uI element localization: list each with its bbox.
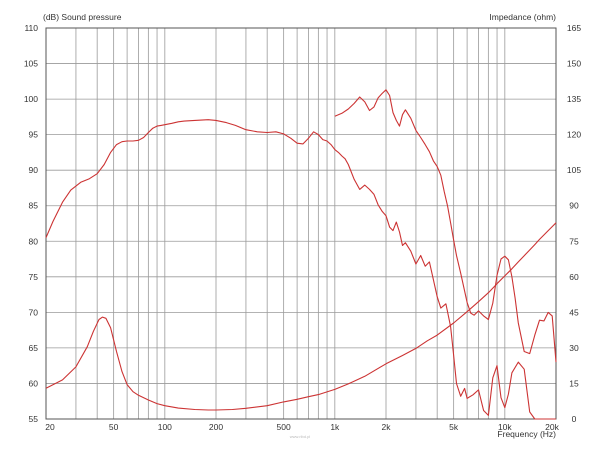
- y-right-tick-label: 75: [569, 236, 579, 246]
- y-right-tick-label: 15: [569, 378, 579, 388]
- y-left-tick-label: 55: [29, 414, 39, 424]
- y-left-tick-label: 105: [24, 59, 38, 69]
- series-lines: [45, 89, 557, 420]
- series-line-3: [45, 222, 557, 411]
- y-right-tick-label: 60: [569, 272, 579, 282]
- x-axis-ticks: 20 50 100 200 500 1k 2k 5k 10k 20k: [45, 422, 559, 432]
- y-axis-right-ticks: 0 15 30 45 60 75 90 105 120 135 150 165: [567, 23, 581, 424]
- y-left-tick-label: 75: [29, 272, 39, 282]
- x-tick-label: 200: [209, 422, 223, 432]
- y-right-tick-label: 105: [567, 165, 581, 175]
- y-right-tick-label: 135: [567, 94, 581, 104]
- y-left-tick-label: 110: [24, 23, 38, 33]
- y-right-tick-label: 165: [567, 23, 581, 33]
- x-tick-label: 100: [158, 422, 172, 432]
- x-tick-label: 20k: [545, 422, 559, 432]
- right-axis-title: Impedance (ohm): [489, 12, 556, 22]
- y-left-tick-label: 90: [29, 165, 39, 175]
- series-line-1: [45, 119, 556, 420]
- x-tick-label: 5k: [449, 422, 459, 432]
- y-left-tick-label: 60: [29, 378, 39, 388]
- x-tick-label: 10k: [498, 422, 512, 432]
- y-right-tick-label: 120: [567, 130, 581, 140]
- x-tick-label: 20: [45, 422, 55, 432]
- y-left-tick-label: 70: [29, 307, 39, 317]
- x-tick-label: 2k: [382, 422, 392, 432]
- plot-background: [46, 28, 556, 419]
- watermark: www.ribd.pl: [290, 434, 311, 439]
- y-left-tick-label: 85: [29, 201, 39, 211]
- y-right-tick-label: 0: [572, 414, 577, 424]
- y-left-tick-label: 95: [29, 130, 39, 140]
- y-left-tick-label: 80: [29, 236, 39, 246]
- y-axis-left-ticks: 55 60 65 70 75 80 85 90 95 100 105 110: [24, 23, 38, 424]
- y-right-tick-label: 150: [567, 59, 581, 69]
- y-left-tick-label: 100: [24, 94, 38, 104]
- x-tick-label: 50: [109, 422, 119, 432]
- y-right-tick-label: 30: [569, 343, 579, 353]
- y-right-tick-label: 45: [569, 307, 579, 317]
- y-right-tick-label: 90: [569, 201, 579, 211]
- x-tick-label: 1k: [330, 422, 340, 432]
- left-axis-title: (dB) Sound pressure: [43, 12, 122, 22]
- y-left-tick-label: 65: [29, 343, 39, 353]
- x-tick-label: 500: [277, 422, 291, 432]
- x-axis-title: Frequency (Hz): [497, 429, 556, 439]
- series-line-2: [334, 89, 557, 363]
